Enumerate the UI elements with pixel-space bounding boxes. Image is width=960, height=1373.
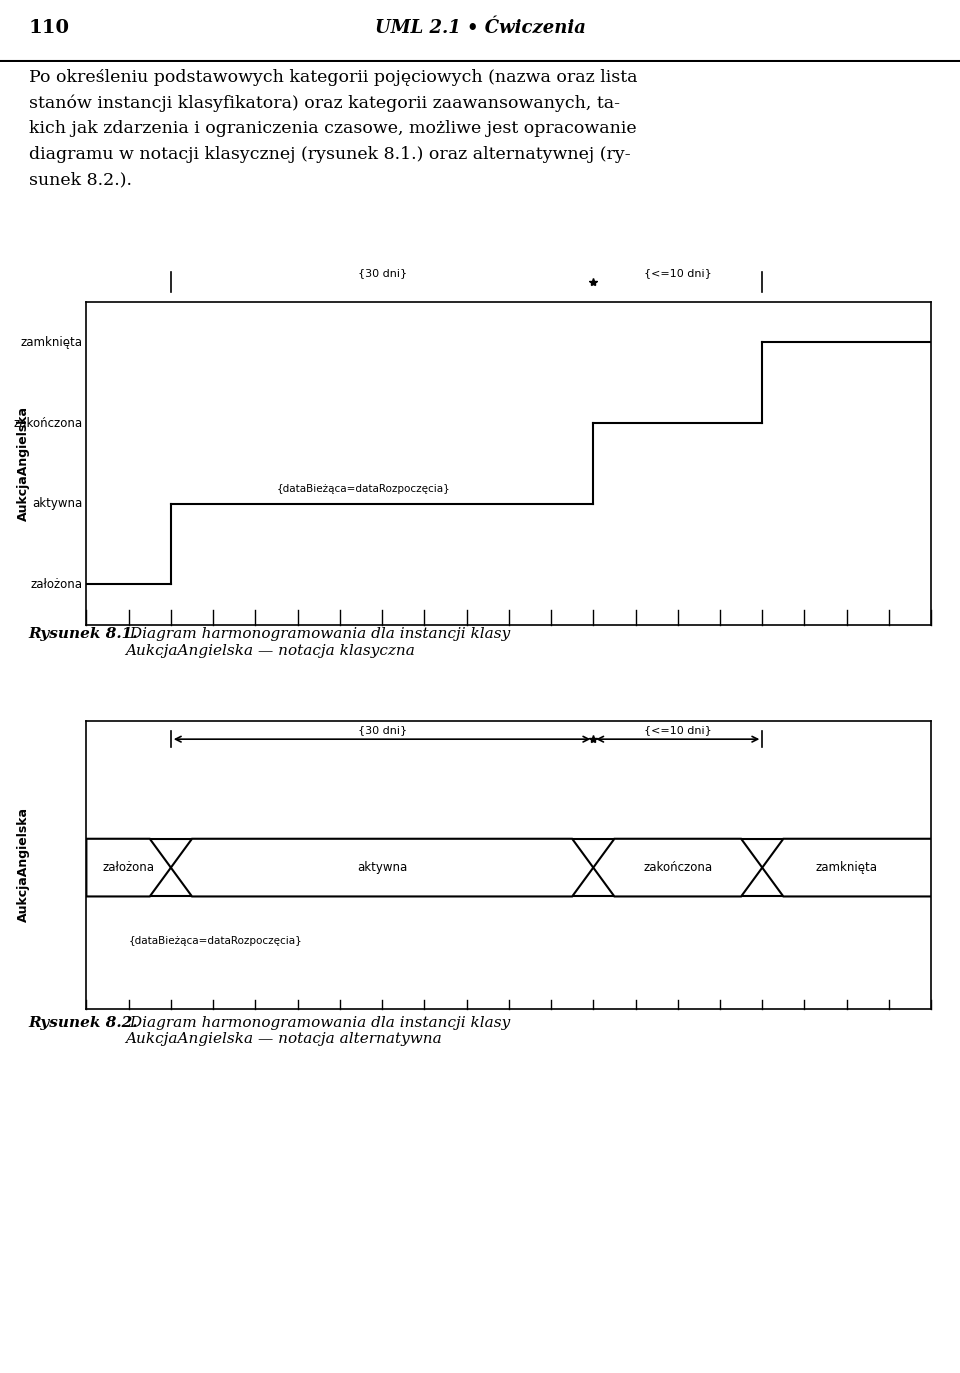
Text: zamknięta: zamknięta — [20, 336, 83, 349]
Text: zakończona: zakończona — [643, 861, 712, 875]
Polygon shape — [86, 839, 171, 897]
Text: {<=10 dni}: {<=10 dni} — [644, 725, 711, 735]
Text: {30 dni}: {30 dni} — [357, 268, 407, 277]
Text: aktywna: aktywna — [32, 497, 83, 511]
Text: zamknięta: zamknięta — [816, 861, 877, 875]
Text: Rysunek 8.1.: Rysunek 8.1. — [29, 627, 138, 641]
Text: {dataBieżąca=dataRozpoczęcia}: {dataBieżąca=dataRozpoczęcia} — [129, 936, 302, 946]
Polygon shape — [762, 839, 931, 897]
Text: założona: założona — [103, 861, 155, 875]
Text: założona: założona — [30, 578, 83, 590]
Text: AukcjaAngielska: AukcjaAngielska — [16, 406, 30, 520]
Text: {dataBieżąca=dataRozpoczęcia}: {dataBieżąca=dataRozpoczęcia} — [276, 485, 450, 494]
Text: Diagram harmonogramowania dla instancji klasy
AukcjaAngielska — notacja alternat: Diagram harmonogramowania dla instancji … — [126, 1016, 511, 1046]
Text: zakończona: zakończona — [13, 416, 83, 430]
Text: aktywna: aktywna — [357, 861, 407, 875]
Text: {<=10 dni}: {<=10 dni} — [644, 268, 711, 277]
Text: Diagram harmonogramowania dla instancji klasy
AukcjaAngielska — notacja klasyczn: Diagram harmonogramowania dla instancji … — [126, 627, 511, 658]
Polygon shape — [593, 839, 762, 897]
Text: Rysunek 8.2.: Rysunek 8.2. — [29, 1016, 138, 1030]
Text: {30 dni}: {30 dni} — [357, 725, 407, 735]
Polygon shape — [171, 839, 593, 897]
Text: UML 2.1 • Ćwiczenia: UML 2.1 • Ćwiczenia — [374, 19, 586, 37]
Text: Po określeniu podstawowych kategorii pojęciowych (nazwa oraz lista
stanów instan: Po określeniu podstawowych kategorii poj… — [29, 69, 637, 188]
Text: 110: 110 — [29, 19, 70, 37]
Text: AukcjaAngielska: AukcjaAngielska — [16, 807, 30, 923]
